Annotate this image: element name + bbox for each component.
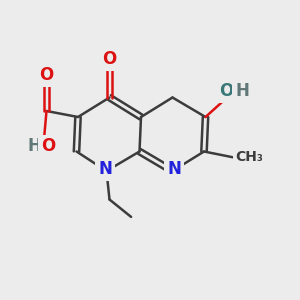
Text: O: O xyxy=(102,50,117,68)
Text: CH₃: CH₃ xyxy=(236,150,263,164)
Text: O: O xyxy=(219,82,233,100)
Text: N: N xyxy=(98,160,112,178)
Text: N: N xyxy=(167,160,181,178)
Text: H: H xyxy=(235,82,249,100)
Text: O: O xyxy=(39,66,53,84)
Text: H: H xyxy=(27,137,41,155)
Text: O: O xyxy=(41,137,55,155)
